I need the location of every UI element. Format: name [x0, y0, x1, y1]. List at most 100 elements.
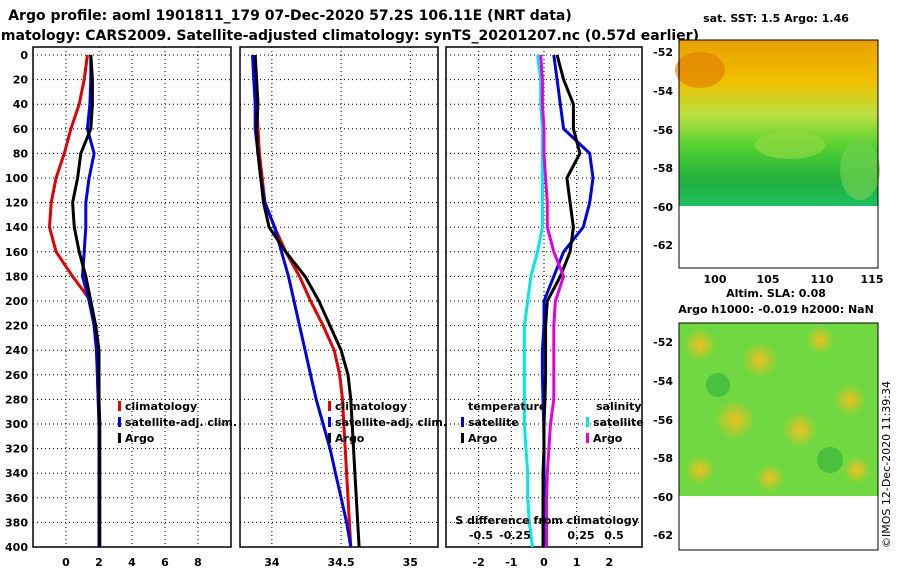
- sla-lat-label: -58: [653, 452, 673, 465]
- depth-tick-label: 260: [5, 369, 28, 382]
- sst-lon-label: 110: [811, 273, 834, 286]
- sst-patch: [755, 131, 825, 159]
- series-argo: [253, 54, 361, 548]
- legend-swatch-climatology: [118, 401, 121, 411]
- difference-xlabel: S difference from climatology: [455, 514, 639, 527]
- sst-map: [675, 39, 880, 269]
- sla-map-title1: Altim. SLA: 0.08: [726, 287, 826, 300]
- sst-nodata: [679, 206, 878, 268]
- legend-temperature-title: temperature: [468, 400, 546, 413]
- legend-swatch-s-argo: [586, 433, 589, 443]
- sla-blob: [834, 384, 866, 416]
- depth-tick-label: 240: [5, 344, 28, 357]
- sla-map: [678, 322, 879, 551]
- depth-tick-label: 100: [5, 172, 28, 185]
- legend-swatch-satellite: [118, 417, 121, 427]
- depth-tick-label: 60: [13, 123, 29, 136]
- sst-warm-patch: [675, 52, 725, 88]
- depth-tick-label: 200: [5, 295, 28, 308]
- depth-axis: 0 20 40 60 80 100 120 140 160 180 200 220 240 260 280 3…: [5, 49, 28, 554]
- depth-tick-label: 0: [20, 49, 28, 62]
- depth-tick-label: 40: [13, 98, 29, 111]
- legend-t-satellite: satellite: [468, 416, 519, 429]
- x-tick-label: 34.5: [328, 556, 355, 569]
- sla-blob: [685, 455, 715, 485]
- sst-lon-label: 100: [704, 273, 727, 286]
- depth-tick-label: 360: [5, 492, 28, 505]
- series-t-argo: [541, 54, 582, 547]
- depth-tick-label: 120: [5, 197, 28, 210]
- legend-climatology: climatology: [125, 400, 197, 413]
- header-line1: Argo profile: aoml 1901811_179 07-Dec-20…: [8, 8, 572, 24]
- x-tick-label: 34: [264, 556, 280, 569]
- sec-tick-label: 0.5: [604, 529, 624, 542]
- x-tick-label: 4: [128, 556, 136, 569]
- sla-lat-label: -60: [653, 491, 673, 504]
- header-line2: Climatology: CARS2009. Satellite-adjuste…: [0, 28, 699, 44]
- sla-blob: [806, 326, 834, 354]
- x-tick-label: 2: [95, 556, 103, 569]
- sst-lat-label: -54: [653, 85, 673, 98]
- legend-salinity-title: salinity: [596, 400, 642, 413]
- x-tick-label: 6: [161, 556, 169, 569]
- depth-tick-label: 300: [5, 418, 28, 431]
- depth-tick-label: 380: [5, 516, 28, 529]
- sst-lat-label: -62: [653, 239, 673, 252]
- temperature-legend: climatology satellite-adj. clim. Argo: [118, 400, 237, 445]
- map-ticks: -52 -54 -56 -58 -60 -62 -52 -54 -56 -58 -60 -62 100 1…: [653, 46, 883, 542]
- legend-swatch-argo: [328, 433, 331, 443]
- sla-blob: [782, 412, 818, 448]
- sla-blob: [756, 464, 784, 492]
- series-argo: [71, 54, 102, 547]
- legend-s-argo: Argo: [593, 432, 623, 445]
- sla-blob: [715, 400, 755, 440]
- depth-tick-label: 340: [5, 467, 28, 480]
- depth-tick-label: 20: [13, 74, 29, 87]
- salinity-panel-frame: [239, 46, 439, 548]
- sst-lon-label: 115: [861, 273, 884, 286]
- sst-patch: [840, 140, 880, 200]
- sst-lat-label: -52: [653, 46, 673, 59]
- depth-tick-label: 180: [5, 270, 28, 283]
- depth-tick-label: 140: [5, 221, 28, 234]
- sla-lat-label: -52: [653, 336, 673, 349]
- depth-tick-label: 160: [5, 246, 28, 259]
- legend-swatch-argo: [118, 433, 121, 443]
- depth-tick-label: 400: [5, 541, 28, 554]
- legend-climatology: climatology: [335, 400, 407, 413]
- legend-swatch-satellite: [328, 417, 331, 427]
- legend-swatch-t-satellite: [461, 417, 464, 427]
- depth-tick-label: 220: [5, 320, 28, 333]
- x-tick-label: 2: [606, 556, 614, 569]
- legend-swatch-t-argo: [461, 433, 464, 443]
- sst-map-title: sat. SST: 1.5 Argo: 1.46: [703, 12, 849, 25]
- x-tick-label: 8: [194, 556, 202, 569]
- series-s-argo: [539, 54, 566, 547]
- x-tick-label: -2: [473, 556, 485, 569]
- sst-map-frame: [678, 39, 879, 269]
- sec-tick-label: 0.25: [567, 529, 594, 542]
- sec-tick-label: -0.25: [499, 529, 531, 542]
- legend-t-argo: Argo: [468, 432, 498, 445]
- difference-legend: temperature satellite Argo salinity sate…: [461, 400, 644, 445]
- sla-blob: [742, 342, 778, 378]
- depth-tick-label: 280: [5, 393, 28, 406]
- sla-nodata: [679, 496, 878, 550]
- sst-lat-label: -56: [653, 124, 673, 137]
- sla-lat-label: -54: [653, 375, 673, 388]
- timestamp: ©IMOS 12-Dec-2020 11:39:34: [880, 381, 893, 548]
- sla-blob: [684, 329, 716, 361]
- sst-lat-label: -60: [653, 201, 673, 214]
- sla-lat-label: -62: [653, 529, 673, 542]
- x-tick-label: 0: [540, 556, 548, 569]
- sst-lon-label: 105: [757, 273, 780, 286]
- sst-lat-label: -58: [653, 162, 673, 175]
- depth-tick-label: 320: [5, 443, 28, 456]
- legend-satellite: satellite-adj. clim.: [335, 416, 447, 429]
- salinity-legend: climatology satellite-adj. clim. Argo: [328, 400, 447, 445]
- legend-argo: Argo: [125, 432, 155, 445]
- sla-blob: [843, 456, 871, 484]
- sla-low: [817, 447, 843, 473]
- x-tick-label: -1: [505, 556, 517, 569]
